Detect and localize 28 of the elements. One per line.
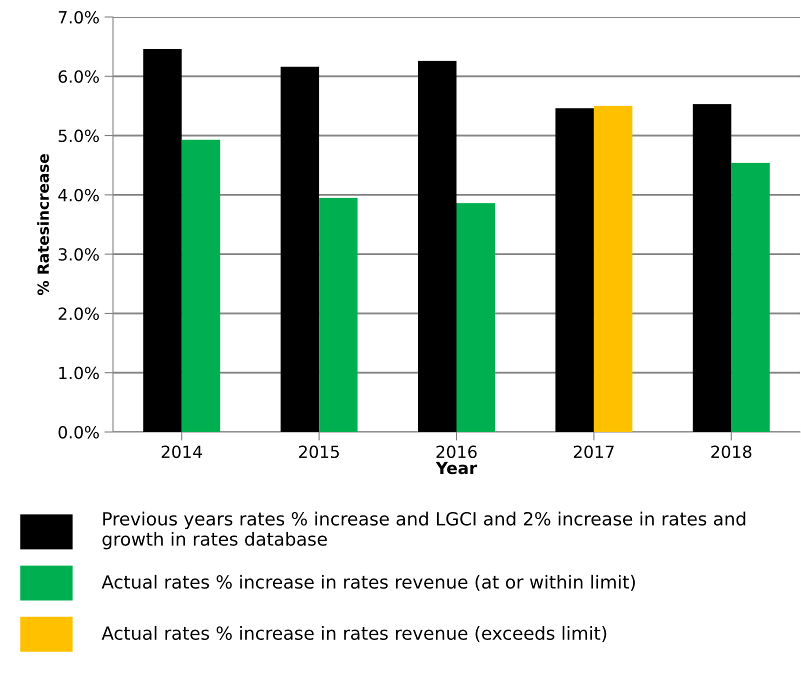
bar — [594, 106, 632, 432]
bar — [319, 198, 358, 432]
y-tick-label: 1.0% — [59, 366, 99, 380]
bar — [692, 104, 732, 432]
bar — [182, 140, 220, 432]
x-axis-title: Year — [436, 462, 478, 474]
bar — [456, 203, 495, 432]
bar — [280, 66, 320, 432]
legend-label: Actual rates % increase in rates revenue (at or within limit) — [102, 574, 635, 591]
y-tick-label: 7.0% — [58, 10, 99, 24]
x-tick-label: 2014 — [162, 445, 202, 458]
legend-label: Actual rates % increase in rates revenue (exceeds limit) — [102, 626, 606, 642]
x-tick-label: 2016 — [436, 445, 477, 458]
y-tick-label: 3.0% — [58, 248, 99, 261]
bar — [731, 162, 770, 432]
y-tick-label: 5.0% — [58, 130, 99, 142]
legend-label: Previous years rates % increase and LGCI and 2% increase in rates and growth in rates database — [102, 512, 746, 550]
x-tick-label: 2015 — [299, 445, 339, 458]
y-tick-label: 4.0% — [58, 188, 99, 202]
y-axis-title: % Ratesincrease — [37, 154, 49, 296]
x-tick-label: 2017 — [574, 445, 614, 458]
y-tick-label: 0.0% — [58, 426, 99, 439]
y-tick-label: 6.0% — [58, 70, 99, 83]
y-tick-label: 2.0% — [58, 307, 99, 320]
bar — [555, 108, 594, 432]
bar — [143, 49, 182, 432]
bar — [418, 60, 456, 432]
x-tick-label: 2018 — [711, 445, 752, 458]
